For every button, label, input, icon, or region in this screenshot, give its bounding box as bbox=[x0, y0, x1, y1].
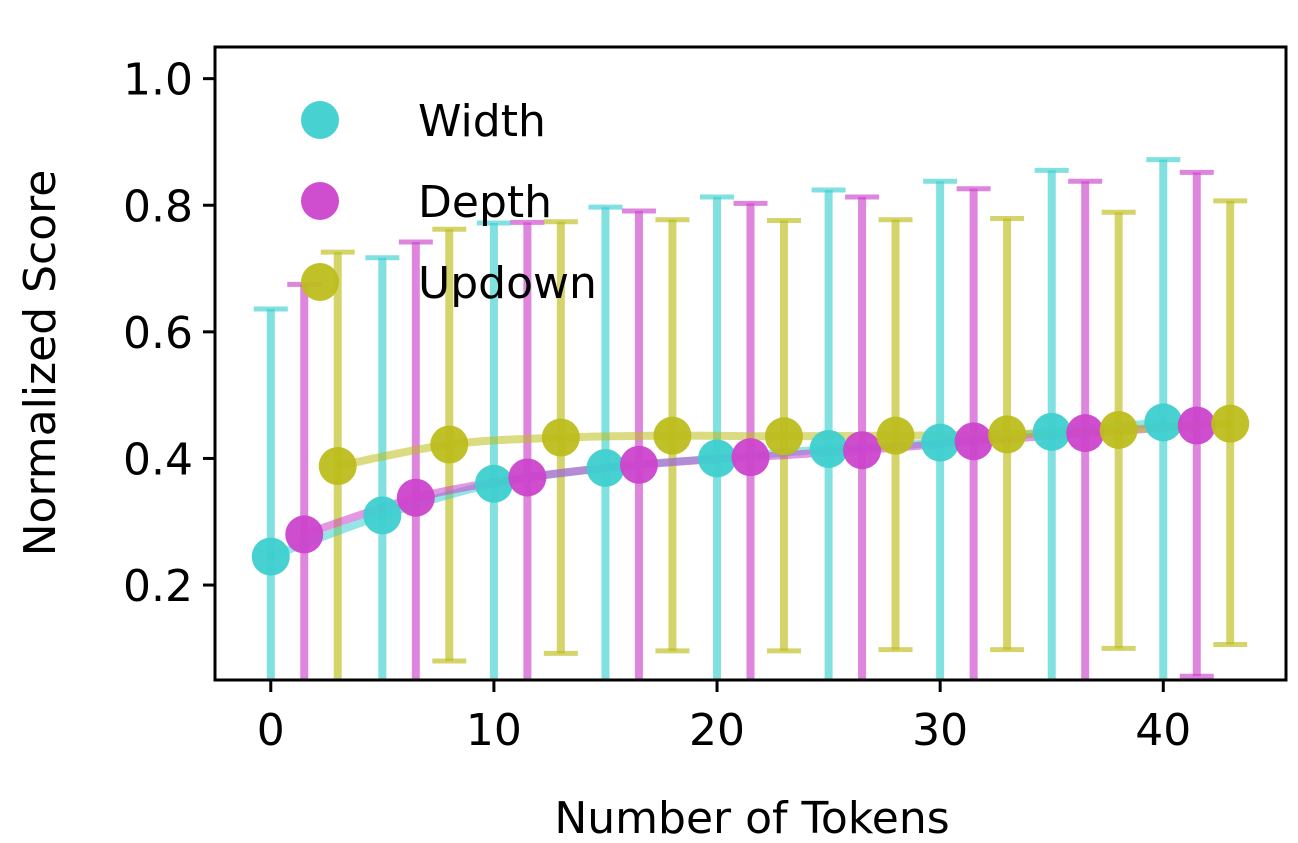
point-width bbox=[251, 537, 290, 576]
axes-frame bbox=[213, 45, 1288, 682]
legend-marker-updown bbox=[301, 263, 339, 301]
legend-marker-width bbox=[301, 101, 339, 139]
legend: Width Depth Updown bbox=[301, 96, 597, 309]
point-width bbox=[921, 423, 960, 462]
legend-label-depth: Depth bbox=[418, 177, 552, 228]
y-axis-label: Normalized Score bbox=[15, 170, 66, 557]
y-tick-label: 0.4 bbox=[123, 434, 193, 485]
x-axis-label: Number of Tokens bbox=[554, 793, 949, 843]
point-depth bbox=[954, 422, 993, 461]
point-width bbox=[809, 429, 848, 468]
point-updown bbox=[1099, 410, 1138, 449]
point-updown bbox=[430, 425, 469, 464]
point-updown bbox=[1211, 404, 1250, 443]
point-width bbox=[474, 464, 513, 503]
x-tick-label: 30 bbox=[912, 705, 968, 756]
legend-label-updown: Updown bbox=[418, 258, 597, 309]
point-depth bbox=[619, 445, 658, 484]
point-updown bbox=[876, 416, 915, 455]
x-tick-label: 10 bbox=[466, 705, 522, 756]
y-tick-label: 0.8 bbox=[123, 181, 193, 232]
point-depth bbox=[843, 431, 882, 470]
point-depth bbox=[396, 478, 435, 517]
point-updown bbox=[541, 418, 580, 457]
legend-label-width: Width bbox=[418, 96, 546, 147]
x-tick-label: 0 bbox=[257, 705, 285, 756]
point-depth bbox=[1177, 406, 1216, 445]
y-tick-label: 1.0 bbox=[123, 55, 193, 106]
point-depth bbox=[1066, 414, 1105, 453]
markers bbox=[251, 403, 1250, 576]
x-tick-label: 20 bbox=[689, 705, 745, 756]
x-tick-label: 40 bbox=[1135, 705, 1191, 756]
point-width bbox=[698, 439, 737, 478]
point-updown bbox=[653, 416, 692, 455]
y-tick-label: 0.2 bbox=[123, 561, 193, 612]
legend-marker-depth bbox=[301, 182, 339, 220]
point-depth bbox=[508, 458, 547, 497]
point-updown bbox=[988, 415, 1027, 454]
point-updown bbox=[318, 447, 357, 486]
point-depth bbox=[731, 438, 770, 477]
axes: 0 10 20 30 40 0.2 0.4 0.6 0.8 1.0 bbox=[123, 45, 1288, 756]
y-tick-label: 0.6 bbox=[123, 308, 193, 359]
point-depth bbox=[285, 515, 324, 554]
point-width bbox=[586, 448, 625, 487]
point-width bbox=[1144, 403, 1183, 442]
point-width bbox=[363, 496, 402, 535]
point-width bbox=[1032, 412, 1071, 451]
point-updown bbox=[764, 417, 803, 456]
